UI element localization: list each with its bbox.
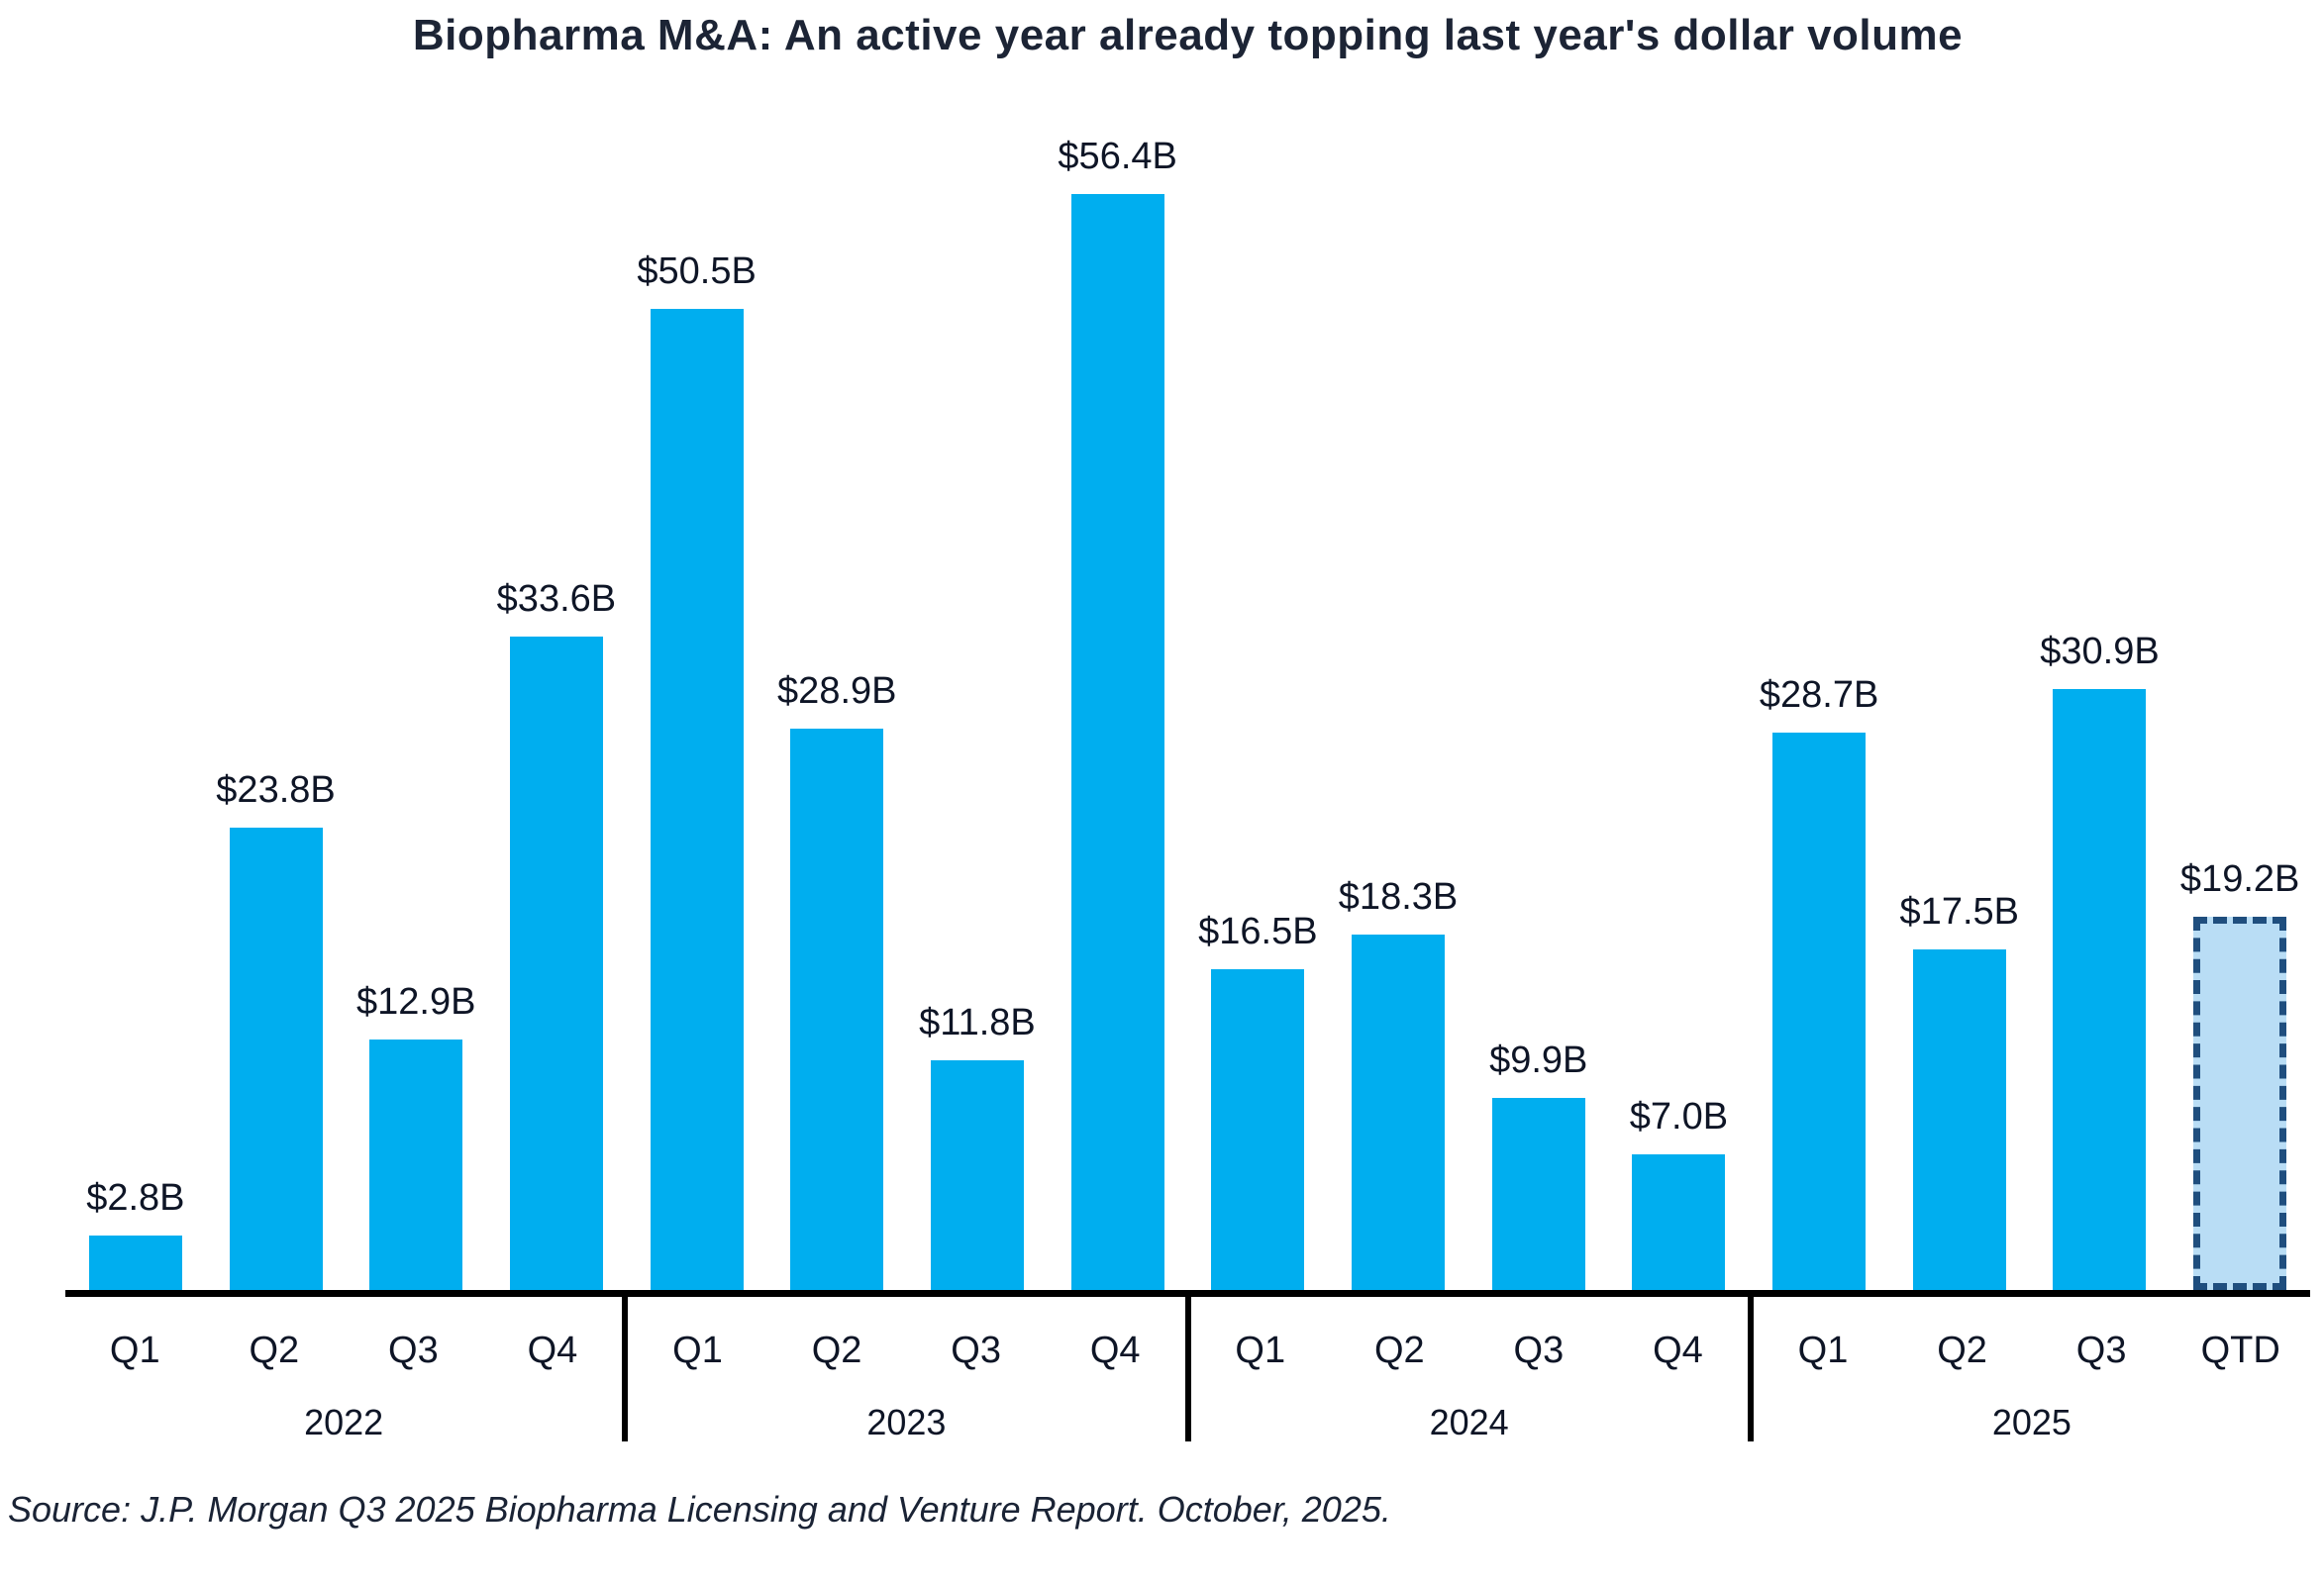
axis-group-2023: Q1 Q2 Q3 Q4 2023: [628, 1297, 1191, 1442]
bar-cell-2022-Q4: $33.6B: [486, 577, 627, 1290]
bar-value-label: $7.0B: [1629, 1096, 1729, 1138]
bar-2025-QTD: [2193, 917, 2287, 1290]
year-group-2022: $2.8B $23.8B $12.9B $33.6B: [65, 137, 627, 1290]
bar-value-label: $18.3B: [1338, 876, 1459, 918]
bar-value-label: $19.2B: [2179, 858, 2300, 900]
bar-2025-Q1: [1772, 733, 1867, 1290]
bar-cell-2022-Q3: $12.9B: [346, 980, 486, 1290]
quarter-label-2024-Q2: Q2: [1373, 1330, 1425, 1371]
bar-cell-2022-Q1: $2.8B: [65, 1176, 206, 1290]
bar-2024-Q1: [1211, 969, 1305, 1290]
year-label-2022: 2022: [304, 1402, 384, 1442]
quarter-label-row: Q1 Q2 Q3 Q4: [628, 1329, 1184, 1372]
axis-group-2024: Q1 Q2 Q3 Q4 2024: [1191, 1297, 1754, 1442]
bar-cell-2025-Q2: $17.5B: [1889, 890, 2030, 1290]
axis-group-2022: Q1 Q2 Q3 Q4 2022: [65, 1297, 629, 1442]
bar-cell-2025-QTD: $19.2B: [2170, 857, 2310, 1290]
quarter-label-2023-Q3: Q3: [951, 1330, 1001, 1371]
bar-cell-2024-Q4: $7.0B: [1609, 1095, 1750, 1290]
bar-cell-2024-Q2: $18.3B: [1328, 875, 1468, 1290]
bar-value-label: $16.5B: [1198, 911, 1318, 952]
quarter-label-2023-Q4: Q4: [1089, 1330, 1141, 1371]
bar-2025-Q3: [2053, 689, 2147, 1290]
bar-value-label: $11.8B: [919, 1002, 1036, 1043]
quarter-label-2024-Q1: Q1: [1235, 1330, 1286, 1371]
bar-value-label: $30.9B: [2040, 631, 2160, 672]
quarter-label-2022-Q1: Q1: [109, 1330, 160, 1371]
bar-2023-Q3: [930, 1060, 1024, 1290]
bar-value-label: $12.9B: [355, 981, 476, 1023]
bar-2024-Q2: [1352, 935, 1446, 1290]
bar-2022-Q3: [369, 1040, 463, 1290]
quarter-label-2024-Q4: Q4: [1653, 1330, 1703, 1371]
source-note: Source: J.P. Morgan Q3 2025 Biopharma Li…: [8, 1489, 1391, 1530]
year-label-2024: 2024: [1429, 1402, 1509, 1442]
bar-value-label: $33.6B: [496, 578, 617, 620]
bar-2024-Q4: [1632, 1154, 1726, 1290]
bar-2023-Q2: [790, 729, 884, 1290]
x-axis-area: Q1 Q2 Q3 Q4 2022 Q1 Q2 Q3 Q4 2023 Q1 Q2 Q3 Q4 2024 Q1 Q2…: [65, 1297, 2310, 1442]
bar-cell-2025-Q3: $30.9B: [2030, 630, 2171, 1290]
quarter-label-2025-Q1: Q1: [1797, 1330, 1849, 1371]
bar-value-label: $23.8B: [216, 769, 336, 811]
bar-2024-Q3: [1491, 1098, 1585, 1290]
bar-2022-Q2: [229, 828, 323, 1290]
bar-value-label: $28.9B: [777, 670, 897, 712]
bar-cell-2024-Q1: $16.5B: [1188, 910, 1329, 1290]
bar-value-label: $28.7B: [1759, 674, 1879, 716]
bar-2023-Q4: [1070, 194, 1164, 1290]
bar-value-label: $2.8B: [86, 1177, 185, 1219]
quarter-label-2023-Q1: Q1: [672, 1330, 723, 1371]
quarter-label-2022-Q2: Q2: [249, 1330, 300, 1371]
quarter-label-row: Q1 Q2 Q3 QTD: [1754, 1329, 2310, 1372]
bar-value-label: $9.9B: [1489, 1040, 1588, 1081]
year-group-2024: $16.5B $18.3B $9.9B $7.0B: [1188, 137, 1750, 1290]
quarter-label-2025-Q2: Q2: [1937, 1330, 1987, 1371]
year-label-2023: 2023: [866, 1402, 947, 1442]
bar-value-label: $17.5B: [1899, 891, 2019, 933]
quarter-label-row: Q1 Q2 Q3 Q4: [65, 1329, 622, 1372]
bar-cell-2023-Q4: $56.4B: [1048, 135, 1188, 1290]
axis-group-2025: Q1 Q2 Q3 QTD 2025: [1754, 1297, 2310, 1442]
bar-cell-2023-Q1: $50.5B: [627, 249, 767, 1290]
bar-value-label: $56.4B: [1058, 136, 1177, 177]
bar-cell-2025-Q1: $28.7B: [1749, 673, 1889, 1290]
bar-value-label: $50.5B: [637, 250, 757, 292]
plot-area: $2.8B $23.8B $12.9B $33.6B $50.5B $28.9B $11.8…: [65, 135, 2310, 1442]
year-group-2025: $28.7B $17.5B $30.9B $19.2B: [1749, 137, 2310, 1290]
quarter-label-2025-Q3: Q3: [2075, 1330, 2127, 1371]
quarter-label-2022-Q3: Q3: [388, 1330, 439, 1371]
bar-cell-2024-Q3: $9.9B: [1468, 1039, 1609, 1290]
quarter-label-2022-Q4: Q4: [527, 1330, 578, 1371]
bars-area: $2.8B $23.8B $12.9B $33.6B $50.5B $28.9B $11.8…: [65, 135, 2310, 1297]
year-label-2025: 2025: [1991, 1402, 2071, 1442]
bar-2022-Q4: [509, 637, 603, 1290]
year-group-2023: $50.5B $28.9B $11.8B $56.4B: [627, 135, 1188, 1290]
bar-cell-2023-Q3: $11.8B: [907, 1001, 1048, 1290]
quarter-label-2023-Q2: Q2: [811, 1330, 862, 1371]
bar-cell-2023-Q2: $28.9B: [766, 669, 907, 1290]
bar-cell-2022-Q2: $23.8B: [206, 768, 347, 1290]
bar-2025-Q2: [1912, 949, 2006, 1290]
bar-2023-Q1: [650, 309, 744, 1290]
chart-title: Biopharma M&A: An active year already to…: [412, 11, 1964, 59]
quarter-label-2025-QTD: QTD: [2200, 1330, 2280, 1371]
quarter-label-2024-Q3: Q3: [1513, 1330, 1565, 1371]
quarter-label-row: Q1 Q2 Q3 Q4: [1191, 1329, 1748, 1372]
bar-2022-Q1: [88, 1236, 182, 1290]
